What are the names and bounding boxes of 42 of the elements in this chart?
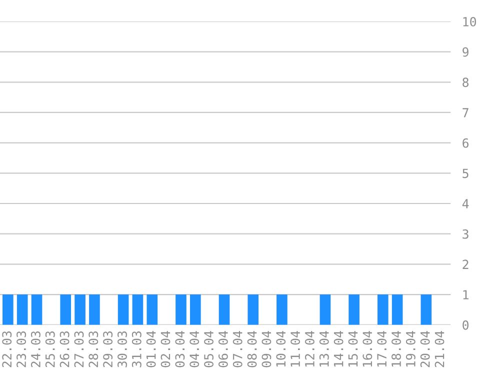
x-tick-label: 06.04: [218, 331, 228, 368]
y-tick-label: 10: [463, 16, 476, 26]
y-tick-label: 5: [462, 168, 468, 178]
x-tick-label: 15.04: [348, 331, 358, 367]
x-tick-label: 10.04: [276, 331, 286, 367]
x-tick-label: 17.04: [377, 331, 387, 367]
x-tick-label: 16.04: [362, 331, 372, 367]
y-tick-label: 4: [462, 199, 469, 208]
y-tick-label: 2: [462, 260, 468, 269]
x-tick-label: 22.03: [2, 331, 12, 368]
x-tick-label: 03.04: [175, 331, 185, 368]
x-tick-label: 20.04: [420, 331, 430, 368]
x-tick-label: 01.04: [146, 331, 156, 368]
x-tick-label: 25.03: [45, 331, 55, 368]
x-tick-label: 08.04: [247, 331, 257, 368]
x-tick-label: 28.03: [88, 331, 98, 368]
x-tick-label: 27.03: [74, 331, 84, 368]
x-tick-label: 21.04: [434, 331, 444, 368]
x-tick-label: 13.04: [319, 331, 329, 367]
x-tick-label: 14.04: [334, 331, 344, 367]
y-tick-label: 8: [462, 78, 469, 88]
x-tick-label: 30.03: [118, 331, 127, 368]
y-tick-label: 6: [462, 138, 469, 148]
x-tick-label: 24.03: [30, 331, 40, 368]
x-tick-label: 31.03: [132, 331, 142, 368]
x-tick-label: 23.03: [16, 331, 26, 368]
x-tick-label: 29.03: [103, 331, 113, 368]
x-tick-label: 04.04: [190, 331, 200, 368]
x-tick-label: 12.04: [305, 331, 314, 367]
x-tick-label: 05.04: [204, 331, 214, 368]
y-tick-label: 3: [462, 229, 468, 239]
x-tick-label: 02.04: [160, 331, 170, 368]
y-tick-label: 1: [463, 290, 468, 300]
x-tick-label: 07.04: [232, 331, 242, 368]
y-tick-label: 7: [462, 108, 468, 118]
x-tick-label: 09.04: [262, 331, 272, 368]
y-tick-label: 9: [462, 47, 468, 57]
x-tick-label: 18.04: [392, 331, 401, 367]
y-tick-label: 0: [462, 320, 469, 330]
x-tick-label: 26.03: [60, 331, 70, 368]
x-tick-label: 19.04: [406, 331, 416, 367]
x-tick-label: 11.04: [290, 331, 300, 367]
